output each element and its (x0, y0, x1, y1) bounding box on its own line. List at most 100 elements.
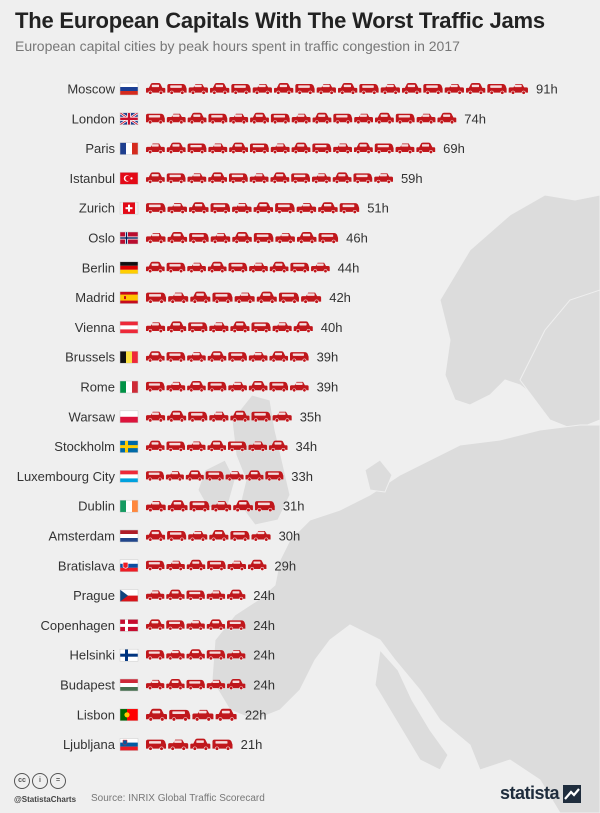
portugal-flag-icon (119, 708, 139, 722)
car-icon (230, 530, 250, 542)
city-label: Stockholm (54, 439, 115, 454)
car-icon (274, 83, 294, 95)
italy-flag-icon (119, 380, 139, 394)
city-label: Rome (80, 380, 115, 395)
car-icon (207, 381, 227, 393)
car-icon (248, 441, 268, 452)
uk-flag-icon (119, 111, 139, 126)
belgium-flag-icon (119, 350, 139, 364)
car-icon (146, 83, 166, 95)
car-icon (188, 411, 208, 423)
city-label: London (72, 111, 115, 126)
city-label: Istanbul (69, 171, 115, 186)
car-icon (166, 441, 186, 452)
car-icon (146, 381, 165, 393)
chart-row-warsaw: Warsaw 35h (69, 409, 322, 424)
value-label: 39h (317, 350, 339, 365)
car-icon (253, 202, 274, 214)
city-label: Dublin (78, 499, 115, 514)
car-icon (210, 203, 231, 214)
value-label: 34h (295, 439, 317, 454)
car-icon (146, 530, 166, 542)
car-icon (146, 203, 166, 214)
car-icon (249, 262, 268, 273)
car-icon (166, 620, 185, 631)
car-icon (146, 501, 166, 513)
car-icon (206, 619, 226, 631)
car-icon (374, 112, 394, 125)
car-icon (353, 173, 373, 184)
car-icon (189, 232, 209, 244)
car-icon (333, 113, 353, 125)
car-bar (146, 530, 271, 542)
car-icon (296, 232, 317, 244)
car-icon (146, 619, 165, 631)
car-icon (251, 530, 271, 542)
car-icon (318, 202, 338, 214)
car-icon (146, 560, 165, 571)
car-icon (209, 530, 229, 542)
car-icon (146, 172, 165, 184)
turkey-flag-icon (119, 172, 139, 185)
car-bar (146, 261, 330, 273)
chart-row-budapest: Budapest 24h (60, 678, 275, 693)
city-label: Lisbon (77, 707, 115, 722)
car-icon (269, 351, 289, 363)
statista-logo[interactable]: statista (500, 783, 582, 804)
sweden-flag-icon (119, 440, 139, 453)
car-icon (444, 83, 464, 95)
car-icon (229, 113, 249, 125)
car-icon (359, 83, 379, 95)
car-icon (146, 232, 166, 244)
car-icon (167, 410, 187, 423)
car-icon (269, 381, 289, 393)
car-icon (166, 381, 186, 393)
car-icon (212, 292, 233, 304)
car-bar (146, 232, 339, 244)
car-icon (146, 471, 164, 482)
chart-row-ljubljana: Ljubljana 21h (63, 737, 262, 752)
car-icon (339, 203, 360, 214)
car-icon (278, 292, 299, 304)
car-icon (252, 83, 272, 95)
hungary-flag-icon (119, 678, 139, 692)
car-icon (291, 142, 311, 154)
russia-flag-icon (119, 82, 139, 96)
car-icon (208, 113, 228, 125)
car-icon (186, 649, 205, 661)
city-label: Budapest (60, 678, 115, 693)
car-icon (227, 620, 246, 631)
car-icon (338, 83, 358, 95)
car-icon (248, 381, 268, 393)
car-bar (146, 738, 233, 751)
denmark-flag-icon (119, 619, 139, 632)
car-icon (206, 590, 226, 601)
car-icon (332, 172, 352, 184)
car-icon (187, 381, 206, 393)
car-bar (146, 500, 275, 513)
car-icon (270, 143, 290, 154)
car-icon (268, 440, 288, 452)
car-icon (207, 560, 226, 571)
car-icon (146, 650, 165, 661)
city-label: Warsaw (69, 409, 116, 424)
city-label: Zurich (79, 201, 115, 216)
chart-row-amsterdam: Amsterdam 30h (49, 529, 301, 544)
cc-icon: cc (14, 773, 30, 789)
value-label: 21h (241, 737, 263, 752)
car-icon (466, 83, 486, 95)
chart-row-bratislava: Bratislava 29h (58, 558, 296, 573)
value-label: 46h (346, 231, 368, 246)
car-icon (275, 203, 295, 214)
car-icon (166, 589, 185, 601)
chart-row-oslo: Oslo 46h (88, 231, 368, 246)
car-icon (208, 143, 228, 154)
car-bar (146, 202, 360, 214)
nd-icon: = (50, 773, 66, 789)
car-icon (146, 261, 165, 273)
car-icon (232, 232, 252, 244)
car-icon (169, 709, 191, 722)
chart-row-helsinki: Helsinki 24h (69, 648, 274, 663)
car-icon (354, 113, 374, 125)
